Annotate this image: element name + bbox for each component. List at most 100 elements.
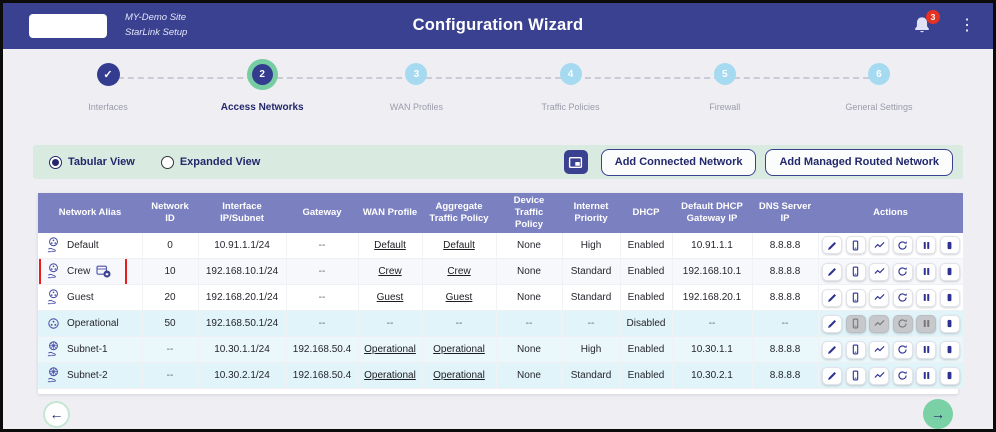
- cell-aggregate-traffic-policy: Operational: [422, 336, 497, 364]
- aggregate-traffic-policy-link[interactable]: Crew: [447, 266, 471, 278]
- devices-action-button[interactable]: [845, 236, 866, 255]
- stop-action-button[interactable]: [939, 262, 960, 281]
- cell-dhcp: Enabled: [620, 336, 673, 364]
- stepper-step-interfaces[interactable]: ✓ Interfaces: [48, 57, 168, 113]
- cell-gateway: 192.168.50.4: [286, 336, 359, 364]
- renew-action-button[interactable]: [892, 236, 913, 255]
- wan-profile-link[interactable]: Guest: [376, 292, 404, 304]
- network-alias-label: Operational: [67, 318, 119, 330]
- wizard-footer: ← →: [43, 399, 953, 429]
- pause-action-button[interactable]: [916, 262, 936, 281]
- wan-profile-link[interactable]: Operational: [364, 370, 416, 382]
- table-row-crew: Crew 10 192.168.10.1/24 -- Crew Crew None Stand…: [38, 258, 963, 286]
- edit-icon: [827, 318, 838, 329]
- column-header-internet-priority: Internet Priority: [562, 193, 620, 233]
- cell-aggregate-traffic-policy: Crew: [422, 258, 497, 286]
- app-header: MY-Demo Site StarLink Setup Configuratio…: [3, 3, 993, 49]
- cell-network-id: 10: [142, 258, 199, 286]
- add-managed-routed-network-button[interactable]: Add Managed Routed Network: [765, 148, 953, 176]
- pause-icon: [921, 292, 932, 303]
- step-circle: 6: [867, 57, 890, 91]
- pause-icon: [921, 370, 932, 381]
- stop-icon: [944, 240, 955, 251]
- devices-action-button[interactable]: [845, 288, 866, 307]
- edit-action-button[interactable]: [822, 236, 842, 255]
- edit-action-button[interactable]: [822, 262, 842, 281]
- activity-action-button[interactable]: [869, 340, 889, 359]
- stepper-step-firewall[interactable]: 5 Firewall: [665, 57, 785, 113]
- stop-icon: [944, 318, 955, 329]
- cell-default-dhcp-gateway-ip: 10.30.1.1: [672, 336, 753, 364]
- activity-icon: [873, 370, 885, 381]
- pause-action-button[interactable]: [916, 366, 936, 385]
- pause-icon: [921, 240, 932, 251]
- devices-action-button[interactable]: [845, 366, 866, 385]
- window-view-button[interactable]: [563, 150, 588, 174]
- next-button[interactable]: →: [923, 399, 953, 429]
- stop-action-button[interactable]: [939, 314, 960, 333]
- stepper-step-access-networks[interactable]: 2 Access Networks: [202, 57, 322, 113]
- cell-interface-ip-subnet: 10.30.2.1/24: [198, 362, 287, 390]
- cell-wan-profile: Crew: [358, 258, 423, 286]
- table-header-row: Network Alias Network ID Interface IP/Subn…: [38, 193, 963, 233]
- column-header-network-id: Network ID: [142, 193, 198, 233]
- devices-action-button[interactable]: [845, 340, 866, 359]
- activity-icon: [873, 240, 885, 251]
- kebab-menu-icon[interactable]: ⋮: [959, 17, 975, 34]
- cell-interface-ip-subnet: 10.91.1.1/24: [198, 232, 287, 260]
- wan-profile-link[interactable]: Operational: [364, 344, 416, 356]
- activity-action-button[interactable]: [869, 236, 889, 255]
- activity-action-button: [869, 314, 889, 333]
- pause-action-button[interactable]: [916, 340, 936, 359]
- stepper-step-general-settings[interactable]: 6 General Settings: [819, 57, 939, 113]
- devices-action-button[interactable]: [845, 262, 866, 281]
- stepper-step-traffic-policies[interactable]: 4 Traffic Policies: [511, 57, 631, 113]
- cell-network-id: --: [142, 362, 199, 390]
- add-connected-network-button[interactable]: Add Connected Network: [600, 148, 757, 176]
- back-button[interactable]: ←: [43, 400, 70, 428]
- wan-profile-link[interactable]: Default: [374, 239, 406, 251]
- renew-action-button[interactable]: [892, 340, 913, 359]
- notifications-button[interactable]: 3: [911, 10, 940, 37]
- aggregate-traffic-policy-link[interactable]: Default: [443, 239, 475, 251]
- stop-action-button[interactable]: [939, 236, 960, 255]
- edit-action-button[interactable]: [822, 314, 842, 333]
- edit-action-button[interactable]: [822, 288, 842, 307]
- edit-icon: [827, 240, 838, 251]
- network-alias-label: Crew: [67, 266, 91, 278]
- cell-wan-profile: Operational: [358, 336, 423, 364]
- stop-action-button[interactable]: [939, 366, 960, 385]
- renew-action-button[interactable]: [892, 288, 913, 307]
- site-info: MY-Demo Site StarLink Setup: [125, 11, 187, 40]
- aggregate-traffic-policy-link[interactable]: Operational: [433, 370, 485, 382]
- view-option-expanded-view[interactable]: Expanded View: [160, 155, 260, 169]
- aggregate-traffic-policy-link[interactable]: Operational: [433, 344, 485, 356]
- activity-action-button[interactable]: [869, 262, 889, 281]
- pause-action-button[interactable]: [916, 288, 936, 307]
- cell-dns-server-ip: 8.8.8.8: [752, 232, 819, 260]
- view-option-tabular-view[interactable]: Tabular View: [49, 155, 135, 169]
- renew-action-button[interactable]: [892, 366, 913, 385]
- wan-profile-link[interactable]: Crew: [378, 266, 402, 278]
- pause-action-button[interactable]: [916, 236, 936, 255]
- column-header-dns-server-ip: DNS Server IP: [752, 193, 818, 233]
- column-header-gateway: Gateway: [286, 193, 358, 233]
- cell-network-id: 50: [142, 310, 199, 338]
- stepper-step-wan-profiles[interactable]: 3 WAN Profiles: [356, 57, 476, 113]
- activity-action-button[interactable]: [869, 288, 889, 307]
- aggregate-traffic-policy-link[interactable]: Guest: [445, 292, 473, 304]
- stop-action-button[interactable]: [939, 288, 960, 307]
- activity-action-button[interactable]: [869, 366, 889, 385]
- renew-action-button[interactable]: [892, 262, 913, 281]
- cell-gateway: --: [286, 310, 359, 338]
- renew-action-button: [892, 314, 913, 333]
- step-circle: ✓: [96, 57, 120, 91]
- edit-action-button[interactable]: [822, 366, 842, 385]
- cell-network-id: --: [142, 336, 199, 364]
- edit-action-button[interactable]: [822, 340, 842, 359]
- stop-action-button[interactable]: [939, 340, 960, 359]
- devices-icon: [850, 240, 861, 251]
- cell-wan-profile: --: [358, 310, 423, 338]
- step-label: Firewall: [709, 102, 741, 112]
- network-alias-label: Default: [67, 239, 99, 251]
